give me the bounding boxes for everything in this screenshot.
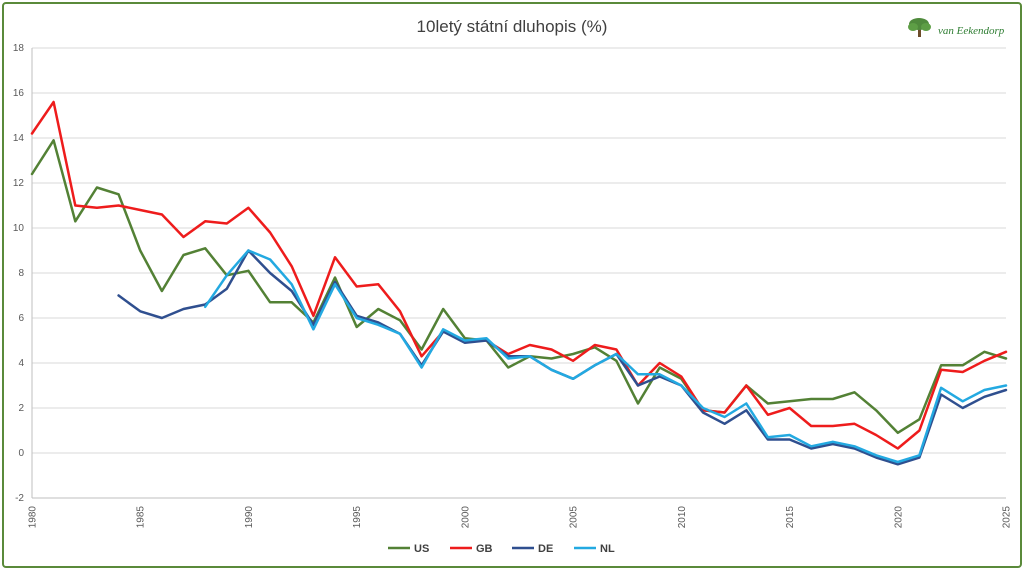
y-tick-label: 6 (18, 313, 24, 324)
legend-label-nl: NL (600, 543, 615, 555)
y-tick-label: 10 (13, 223, 25, 234)
x-tick-label: 2010 (677, 506, 688, 529)
legend-label-us: US (414, 543, 429, 555)
series-line-us (30, 139, 1008, 435)
y-tick-label: 12 (13, 178, 25, 189)
x-tick-label: 1985 (136, 506, 147, 529)
chart-title: 10letý státní dluhopis (%) (417, 17, 608, 36)
y-tick-label: 8 (18, 268, 24, 279)
y-axis: -2 0 2 4 6 8 10 12 14 16 18 (13, 43, 33, 504)
tree-icon (908, 18, 931, 37)
logo: van Eekendorp (908, 18, 1005, 37)
y-tick-label: -2 (15, 493, 24, 504)
series-lines (30, 100, 1008, 466)
x-tick-label: 2020 (893, 506, 904, 529)
grid (32, 47, 1006, 499)
x-tick-label: 1995 (352, 506, 363, 529)
y-tick-label: 18 (13, 43, 25, 54)
logo-text: van Eekendorp (938, 25, 1005, 37)
series-line-gb (30, 100, 1008, 450)
x-tick-label: 2015 (785, 506, 796, 529)
x-tick-label: 2000 (460, 506, 471, 529)
series-line-nl (203, 249, 1008, 464)
y-tick-label: 2 (18, 403, 24, 414)
x-axis: 1980 1985 1990 1995 2000 2005 2010 2015 2020 2025 (28, 497, 1013, 529)
legend: US GB DE NL (388, 543, 615, 555)
y-tick-label: 14 (13, 133, 25, 144)
x-tick-label: 1990 (244, 506, 255, 529)
x-tick-label: 1980 (28, 506, 39, 529)
y-tick-label: 4 (18, 358, 24, 369)
x-tick-label: 2005 (569, 506, 580, 529)
legend-label-de: DE (538, 543, 553, 555)
x-tick-label: 2025 (1002, 506, 1013, 529)
y-tick-label: 16 (13, 88, 25, 99)
y-tick-label: 0 (18, 448, 24, 459)
legend-label-gb: GB (476, 543, 493, 555)
